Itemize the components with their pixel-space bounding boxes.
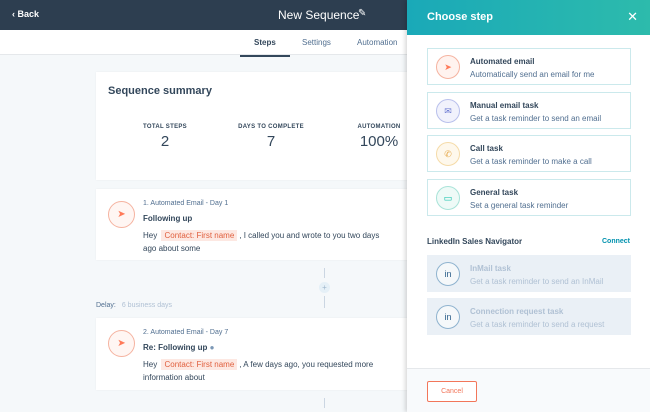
option-name: Manual email task — [470, 101, 539, 110]
step-body: Hey Contact: First name, A few days ago,… — [143, 358, 393, 384]
option-name: Call task — [470, 144, 503, 153]
option-name: General task — [470, 188, 519, 197]
connector-arrow — [324, 296, 325, 308]
body-text: , I called you and wrote to you two days… — [143, 231, 380, 253]
step-card[interactable]: ➤ 1. Automated Email - Day 1 Following u… — [96, 189, 410, 260]
body-greeting: Hey — [143, 360, 158, 369]
stat-value: 7 — [266, 133, 276, 150]
linkedin-icon: in — [436, 262, 460, 286]
step-subject: Following up — [143, 214, 193, 223]
info-icon: ● — [209, 343, 215, 352]
subject-text: Re: Following up — [143, 343, 208, 352]
option-name: Automated email — [470, 57, 535, 66]
step-header: 2. Automated Email - Day 7 — [143, 329, 229, 336]
sequence-summary-card: Sequence summary TOTAL STEPS 2 DAYS TO CO… — [96, 72, 410, 180]
delay-row: Delay: 6 business days — [96, 302, 172, 309]
stat-value: 100% — [359, 133, 399, 150]
back-button[interactable]: ‹ Back — [12, 9, 40, 19]
option-desc: Get a task reminder to send a request — [470, 320, 605, 329]
panel-footer: Cancel — [407, 368, 650, 412]
phone-icon: ✆ — [436, 142, 460, 166]
stat-days: DAYS TO COMPLETE 7 — [226, 124, 316, 150]
delay-value[interactable]: 6 business days — [121, 302, 173, 309]
tab-automation[interactable]: Automation — [357, 38, 398, 47]
stat-label: AUTOMATION — [357, 124, 401, 130]
delay-label: Delay: — [96, 302, 116, 309]
paper-plane-icon: ➤ — [108, 201, 135, 228]
tab-settings[interactable]: Settings — [302, 38, 331, 47]
panel-header: Choose step ✕ — [407, 0, 650, 35]
option-inmail-task: in InMail task Get a task reminder to se… — [427, 255, 631, 292]
option-desc: Automatically send an email for me — [470, 70, 595, 79]
stat-automation: AUTOMATION 100% — [334, 124, 424, 150]
tab-steps[interactable]: Steps — [240, 38, 290, 57]
option-desc: Get a task reminder to make a call — [470, 157, 592, 166]
option-manual-email-task[interactable]: ✉ Manual email task Get a task reminder … — [427, 92, 631, 129]
linkedin-icon: in — [436, 305, 460, 329]
stat-value: 2 — [160, 133, 170, 150]
contact-token: Contact: First name — [161, 230, 238, 241]
connector-line — [324, 268, 325, 278]
option-desc: Get a task reminder to send an InMail — [470, 277, 604, 286]
option-connection-request-task: in Connection request task Get a task re… — [427, 298, 631, 335]
stat-label: DAYS TO COMPLETE — [238, 124, 304, 130]
sequence-title: New Sequence — [278, 8, 360, 22]
linkedin-section-title: LinkedIn Sales Navigator — [427, 237, 523, 246]
option-general-task[interactable]: ▭ General task Set a general task remind… — [427, 179, 631, 216]
step-subject: Re: Following up ● — [143, 343, 215, 352]
step-header: 1. Automated Email - Day 1 — [143, 200, 229, 207]
option-call-task[interactable]: ✆ Call task Get a task reminder to make … — [427, 135, 631, 172]
tab-bar: Steps Settings Automation — [0, 30, 410, 57]
add-step-button[interactable]: + — [319, 282, 330, 293]
summary-title: Sequence summary — [108, 85, 212, 97]
option-name: Connection request task — [470, 307, 564, 316]
option-automated-email[interactable]: ➤ Automated email Automatically send an … — [427, 48, 631, 85]
body-greeting: Hey — [143, 231, 158, 240]
stat-total-steps: TOTAL STEPS 2 — [120, 124, 210, 150]
contact-token: Contact: First name — [161, 359, 238, 370]
back-label: Back — [17, 9, 40, 19]
choose-step-panel: Choose step ✕ ➤ Automated email Automati… — [407, 0, 650, 412]
body-text: , A few days ago, you requested more inf… — [143, 360, 374, 382]
close-icon[interactable]: ✕ — [627, 9, 638, 24]
option-desc: Get a task reminder to send an email — [470, 114, 602, 123]
option-desc: Set a general task reminder — [470, 201, 569, 210]
connector-line — [324, 398, 325, 408]
paper-plane-icon: ➤ — [108, 330, 135, 357]
panel-title: Choose step — [427, 11, 494, 23]
envelope-icon: ✉ — [436, 99, 460, 123]
cancel-button[interactable]: Cancel — [427, 381, 477, 402]
connect-link[interactable]: Connect — [602, 238, 630, 245]
paper-plane-icon: ➤ — [436, 55, 460, 79]
stat-label: TOTAL STEPS — [143, 124, 187, 130]
step-body: Hey Contact: First name, I called you an… — [143, 229, 393, 255]
option-name: InMail task — [470, 264, 511, 273]
step-card[interactable]: ➤ 2. Automated Email - Day 7 Re: Followi… — [96, 318, 410, 390]
pencil-icon[interactable]: ✎ — [358, 8, 367, 19]
calendar-icon: ▭ — [436, 186, 460, 210]
